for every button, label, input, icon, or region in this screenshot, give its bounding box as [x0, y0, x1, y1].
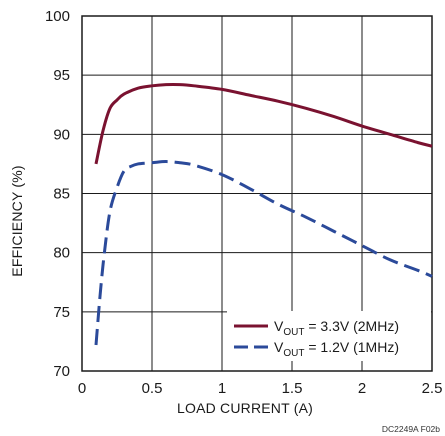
figure-credit: DC2249A F02b	[382, 424, 440, 434]
x-tick-label: 0.5	[142, 380, 163, 397]
series-group	[94, 82, 433, 346]
y-tick-label: 85	[53, 186, 70, 203]
legend: VOUT = 3.3V (2MHz) VOUT = 1.2V (1MHz)	[227, 311, 431, 361]
series-line-2	[94, 160, 433, 346]
plot-frame	[81, 15, 433, 372]
x-tick-label: 0	[78, 380, 86, 397]
legend-label-series-2: VOUT = 1.2V (1MHz)	[274, 339, 399, 359]
y-tick-label: 80	[53, 245, 70, 262]
y-axis-label: EFFICIENCY (%)	[9, 165, 25, 276]
y-tick-label: 70	[53, 363, 70, 380]
y-tick-label: 95	[53, 67, 70, 84]
x-tick-label: 2.5	[422, 380, 443, 397]
x-axis-label: LOAD CURRENT (A)	[177, 400, 313, 416]
legend-label-series-1: VOUT = 3.3V (2MHz)	[274, 318, 399, 338]
x-tick-label: 2	[358, 380, 366, 397]
legend-box	[227, 311, 431, 361]
x-tick-label: 1.5	[282, 380, 303, 397]
series-line-1	[94, 82, 433, 165]
y-tick-label: 100	[45, 8, 70, 25]
y-tick-label: 90	[53, 126, 70, 143]
tick-labels: 0 0.5 1 1.5 2 2.5 70 75 80 85 90 95 100	[45, 8, 442, 397]
x-tick-label: 1	[218, 380, 226, 397]
y-tick-label: 75	[53, 304, 70, 321]
